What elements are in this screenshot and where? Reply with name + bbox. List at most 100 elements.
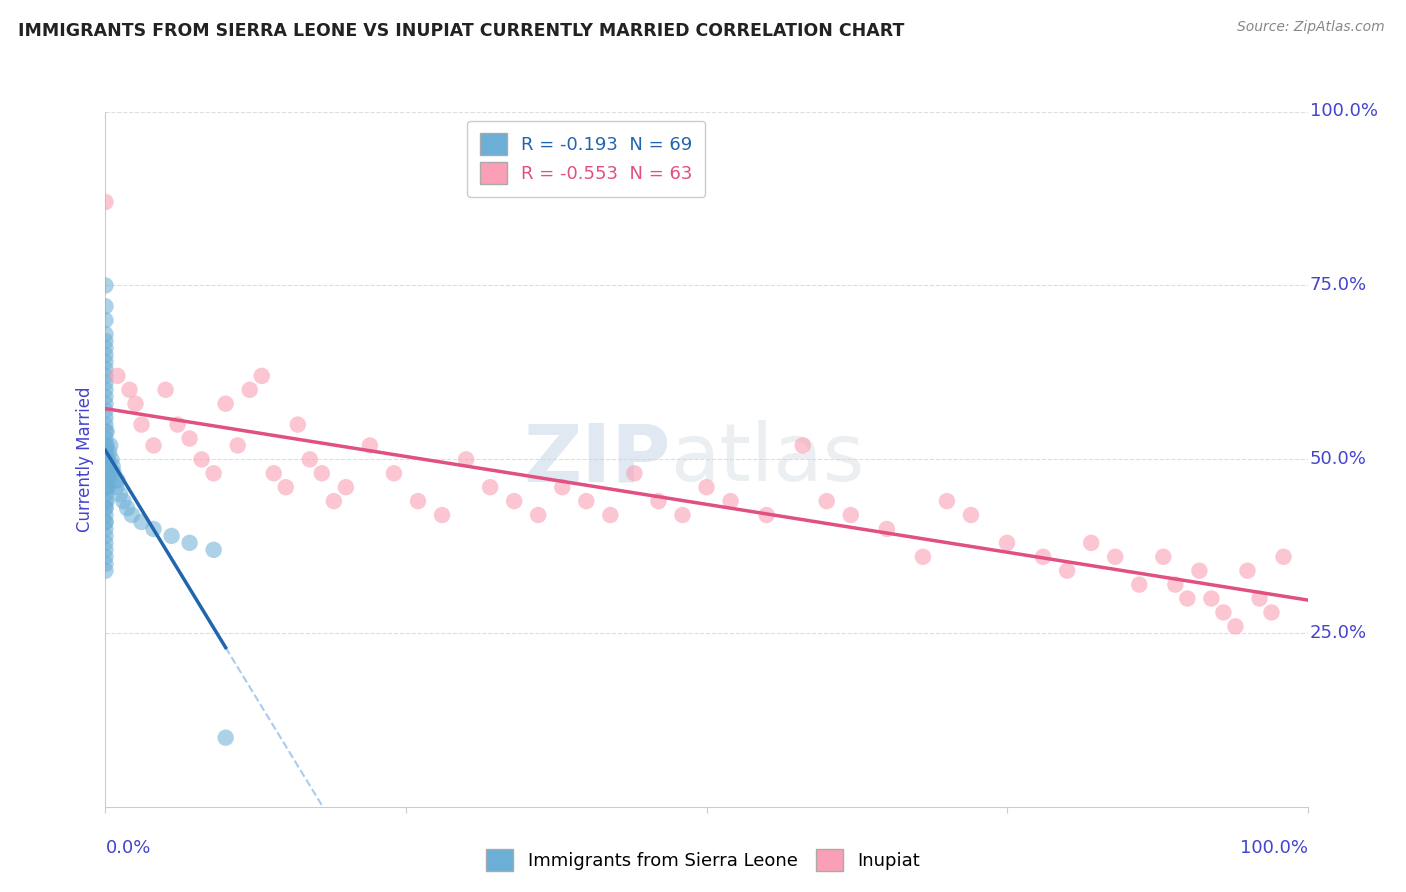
Point (94, 438, 117, 452)
Text: atlas: atlas (671, 420, 865, 499)
Point (94, 432, 117, 446)
Point (155, 383, 177, 397)
Point (96, 480, 118, 494)
Point (1175, 591, 1198, 606)
Point (121, 508, 143, 522)
Point (94, 480, 117, 494)
Y-axis label: Currently Married: Currently Married (76, 386, 94, 533)
Point (94, 452, 117, 467)
Point (503, 494, 526, 508)
Point (118, 383, 141, 397)
Point (406, 494, 429, 508)
Point (112, 494, 135, 508)
Point (107, 368, 129, 383)
Point (94, 417, 117, 432)
Point (1201, 591, 1223, 606)
Point (166, 417, 188, 432)
Point (94, 515, 117, 529)
Text: Source: ZipAtlas.com: Source: ZipAtlas.com (1237, 20, 1385, 34)
Point (100, 452, 122, 467)
Point (202, 542, 225, 557)
Point (1080, 536, 1102, 550)
Point (359, 438, 381, 452)
Point (1128, 577, 1150, 591)
Point (960, 508, 983, 522)
Text: IMMIGRANTS FROM SIERRA LEONE VS INUPIAT CURRENTLY MARRIED CORRELATION CHART: IMMIGRANTS FROM SIERRA LEONE VS INUPIAT … (18, 22, 904, 40)
Point (94, 410, 117, 425)
Point (190, 452, 212, 467)
Point (96, 438, 118, 452)
Point (755, 508, 778, 522)
Point (214, 731, 236, 745)
Point (96, 467, 118, 481)
Point (104, 473, 127, 487)
Point (94, 536, 117, 550)
Point (214, 397, 236, 411)
Point (239, 383, 262, 397)
Point (671, 508, 693, 522)
Point (263, 467, 285, 481)
Point (696, 480, 718, 494)
Point (131, 417, 153, 432)
Point (97, 452, 120, 467)
Point (94, 383, 117, 397)
Point (94, 549, 117, 564)
Point (250, 368, 273, 383)
Point (1104, 549, 1126, 564)
Point (1164, 577, 1187, 591)
Point (94, 445, 117, 459)
Point (454, 452, 477, 467)
Point (1249, 591, 1271, 606)
Point (274, 480, 297, 494)
Point (179, 432, 201, 446)
Point (103, 467, 125, 481)
Point (94, 487, 117, 501)
Point (94, 425, 117, 439)
Point (108, 487, 131, 501)
Point (96, 494, 118, 508)
Point (94, 508, 117, 522)
Point (995, 536, 1018, 550)
Point (94, 368, 117, 383)
Point (575, 494, 598, 508)
Point (96, 452, 118, 467)
Point (94, 564, 117, 578)
Point (94, 390, 117, 404)
Point (599, 508, 621, 522)
Point (527, 508, 550, 522)
Point (1188, 564, 1211, 578)
Point (94, 313, 117, 327)
Point (97, 480, 120, 494)
Point (94, 341, 117, 355)
Text: 50.0%: 50.0% (1310, 450, 1367, 468)
Point (94, 529, 117, 543)
Point (839, 508, 862, 522)
Point (1032, 549, 1054, 564)
Point (94, 542, 117, 557)
Point (98, 438, 121, 452)
Point (179, 536, 201, 550)
Point (94, 376, 117, 390)
Text: 75.0%: 75.0% (1310, 277, 1367, 294)
Point (1056, 564, 1078, 578)
Point (1212, 606, 1234, 620)
Point (94, 355, 117, 369)
Point (160, 529, 183, 543)
Point (94, 501, 117, 516)
Point (1272, 549, 1295, 564)
Point (94, 278, 117, 293)
Point (1236, 564, 1258, 578)
Point (792, 438, 814, 452)
Point (94, 459, 117, 474)
Text: 100.0%: 100.0% (1310, 103, 1378, 120)
Point (94, 362, 117, 376)
Text: ZIP: ZIP (523, 420, 671, 499)
Point (96, 425, 118, 439)
Point (94, 397, 117, 411)
Point (107, 473, 129, 487)
Point (226, 438, 249, 452)
Point (94, 467, 117, 481)
Point (124, 397, 146, 411)
Text: 25.0%: 25.0% (1310, 624, 1367, 642)
Point (94, 557, 117, 571)
